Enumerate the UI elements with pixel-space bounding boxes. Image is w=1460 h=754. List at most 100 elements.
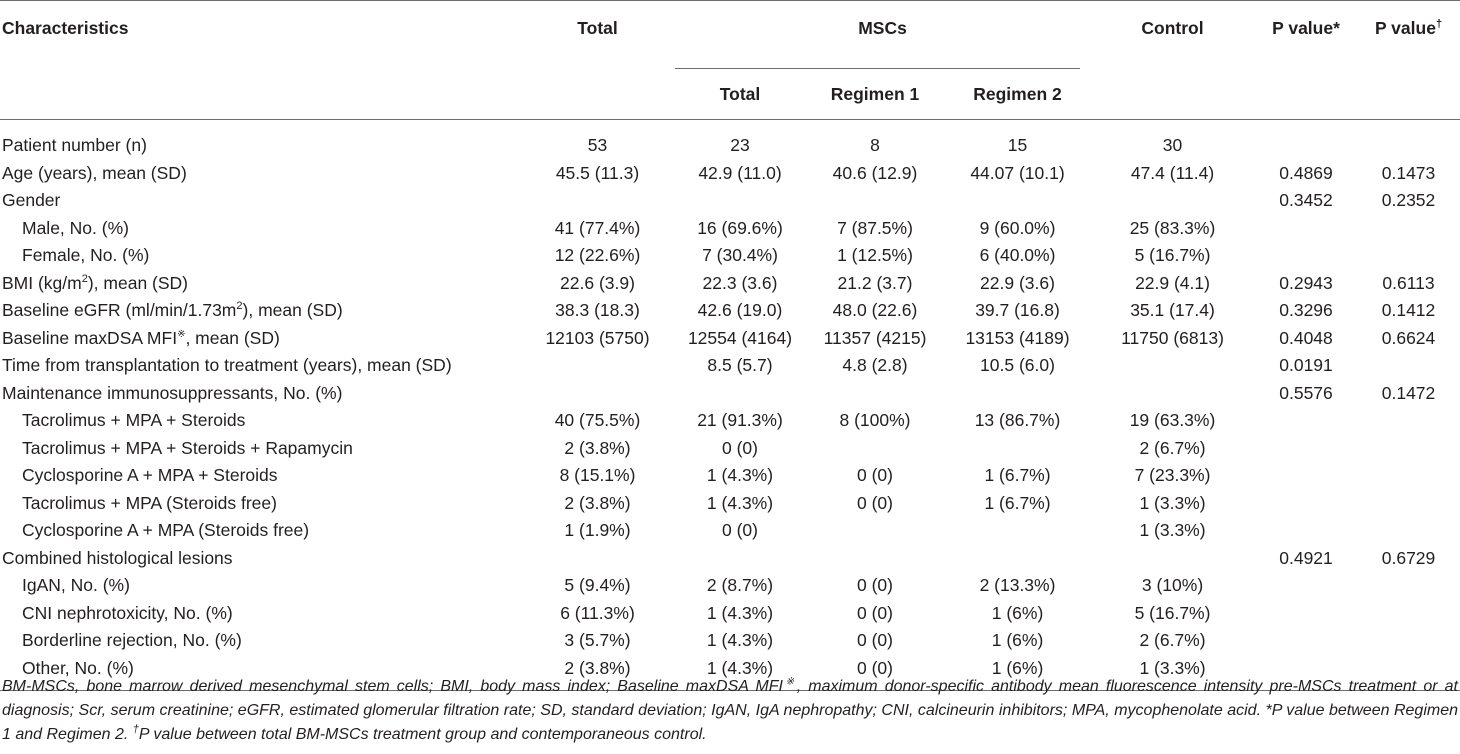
cell-total: 6 (11.3%) (560, 602, 635, 623)
cell-control: 25 (83.3%) (1129, 217, 1216, 238)
cell-p-value-1 (1255, 435, 1357, 463)
cell-control: 1 (3.3%) (1139, 492, 1206, 513)
cell-regimen-2: 9 (60.0%) (979, 217, 1056, 238)
row-label-text: Baseline maxDSA MFI (2, 327, 178, 348)
col-header-p-value-1: P value* (1255, 0, 1358, 120)
cell-total (520, 545, 675, 573)
table-row: Patient number (n) 53 23 8 15 30 (0, 132, 1460, 160)
row-label-suffix: ), mean (SD) (242, 300, 343, 321)
cell-regimen-1: 0 (0) (857, 575, 893, 596)
cell-p-value-1: 0.0191 (1279, 355, 1333, 376)
table-row: Age (years), mean (SD) 45.5 (11.3) 42.9 (1… (0, 160, 1460, 188)
cell-control: 2 (6.7%) (1139, 630, 1206, 651)
cell-regimen-2: 1 (6%) (991, 630, 1044, 651)
cell-regimen-1 (805, 545, 945, 573)
table-row: Baseline maxDSA MFI※, mean (SD) 12103 (57… (0, 325, 1460, 353)
row-label-superscript: ※ (177, 328, 186, 340)
cell-total: 5 (9.4%) (564, 575, 631, 596)
cell-p-value-1 (1255, 627, 1357, 655)
row-label-superscript: 2 (81, 272, 88, 285)
cell-msc-total: 2 (8.7%) (706, 575, 774, 596)
cell-msc-total: 1 (4.3%) (706, 657, 774, 678)
cell-msc-total: 42.9 (11.0) (698, 162, 782, 183)
cell-msc-total (675, 545, 805, 573)
cell-control: 5 (16.7%) (1134, 602, 1211, 623)
header-row-2: Total Regimen 1 Regimen 2 (0, 69, 1460, 120)
col-header-msc-total: Total (675, 69, 805, 120)
table-row: Male, No. (%) 41 (77.4%) 16 (69.6%) 7 (87.5… (0, 215, 1460, 243)
cell-regimen-2 (945, 187, 1090, 215)
cell-msc-total: 23 (730, 135, 750, 156)
table-row: Tacrolimus + MPA (Steroids free) 2 (3.8%)… (0, 490, 1460, 518)
cell-p-value-1 (1255, 572, 1357, 600)
cell-p-value-1: 0.2943 (1279, 272, 1333, 293)
row-label: Tacrolimus + MPA + Steroids + Rapamycin (22, 437, 353, 458)
table-row: Time from transplantation to treatment (… (0, 352, 1460, 380)
cell-control: 5 (16.7%) (1134, 245, 1211, 266)
cell-regimen-1: 4.8 (2.8) (842, 355, 908, 376)
cell-p-value-1: 0.4048 (1279, 327, 1333, 348)
cell-control: 2 (6.7%) (1139, 437, 1206, 458)
mscs-span-rule (675, 68, 1081, 69)
cell-msc-total: 1 (4.3%) (706, 492, 774, 513)
cell-p-value-1 (1255, 215, 1357, 243)
footnote-part-1: BM-MSCs, bone marrow derived mesenchymal… (2, 678, 783, 695)
footnote-dagger: † (132, 723, 139, 736)
cell-p-value-2: 0.2352 (1381, 190, 1436, 211)
col-header-control: Control (1090, 0, 1256, 120)
col-header-regimen-1: Regimen 1 (805, 69, 945, 120)
cell-msc-total: 1 (4.3%) (706, 602, 774, 623)
cell-regimen-1: 7 (87.5%) (837, 217, 913, 238)
cell-p-value-2 (1357, 462, 1460, 490)
table-row: CNI nephrotoxicity, No. (%) 6 (11.3%) 1 (4… (0, 600, 1460, 628)
cell-regimen-2 (945, 545, 1090, 573)
cell-regimen-1: 11357 (4215) (823, 327, 927, 348)
cell-p-value-2 (1357, 407, 1460, 435)
table-row: Cyclosporine A + MPA + Steroids 8 (15.1%)… (0, 462, 1460, 490)
cell-control: 30 (1162, 135, 1183, 156)
row-label: Other, No. (%) (22, 657, 134, 678)
row-label: Tacrolimus + MPA (Steroids free) (22, 492, 277, 513)
row-label: Borderline rejection, No. (%) (22, 630, 242, 651)
row-label-suffix: ), mean (SD) (87, 272, 189, 293)
row-label: Male, No. (%) (22, 217, 129, 238)
cell-total (520, 380, 675, 408)
cell-regimen-1: 0 (0) (857, 602, 893, 623)
row-label: Time from transplantation to treatment (… (2, 355, 452, 376)
cell-p-value-2 (1357, 627, 1460, 655)
row-label-suffix: , mean (SD) (185, 327, 280, 348)
cell-msc-total: 22.3 (3.6) (702, 272, 778, 293)
cell-regimen-1 (805, 517, 945, 545)
cell-p-value-2 (1357, 572, 1460, 600)
table-body: Patient number (n) 53 23 8 15 30 Age (years), … (0, 120, 1460, 690)
cell-regimen-2: 13153 (4189) (965, 327, 1070, 348)
cell-msc-total: 1 (4.3%) (706, 630, 774, 651)
dagger-mark: † (1435, 18, 1443, 31)
cell-regimen-2: 15 (1007, 135, 1028, 156)
row-label: Cyclosporine A + MPA + Steroids (22, 465, 278, 486)
row-label: Baseline maxDSA MFI※, mean (SD) (0, 325, 520, 353)
spacer-row (0, 120, 1460, 133)
cell-control: 47.4 (11.4) (1130, 162, 1215, 183)
cell-regimen-2: 1 (6%) (991, 602, 1044, 623)
cell-total: 22.6 (3.9) (560, 272, 635, 293)
cell-control: 22.9 (4.1) (1135, 272, 1210, 293)
row-label: Combined histological lesions (2, 547, 233, 568)
cell-p-value-1 (1255, 517, 1357, 545)
cell-total: 3 (5.7%) (564, 630, 631, 651)
row-label: Maintenance immunosuppressants, No. (%) (2, 382, 343, 403)
table-row: Combined histological lesions 0.4921 0.672… (0, 545, 1460, 573)
cell-control: 1 (3.3%) (1139, 657, 1206, 678)
cell-msc-total: 21 (91.3%) (697, 410, 783, 431)
cell-control (1090, 380, 1255, 408)
row-label-text: BMI (kg/m (2, 272, 82, 293)
cell-control: 35.1 (17.4) (1130, 300, 1215, 321)
cell-p-value-2 (1357, 435, 1460, 463)
cell-total: 40 (75.5%) (554, 410, 641, 431)
footnote-part-3: P value between total BM-MSCs treatment … (138, 726, 707, 743)
cell-control: 7 (23.3%) (1134, 465, 1211, 486)
cell-p-value-2: 0.1472 (1381, 382, 1436, 403)
row-label: Cyclosporine A + MPA (Steroids free) (22, 520, 310, 541)
cell-regimen-2: 13 (86.7%) (974, 410, 1061, 431)
row-label: Baseline eGFR (ml/min/1.73m2), mean (SD) (0, 297, 520, 325)
